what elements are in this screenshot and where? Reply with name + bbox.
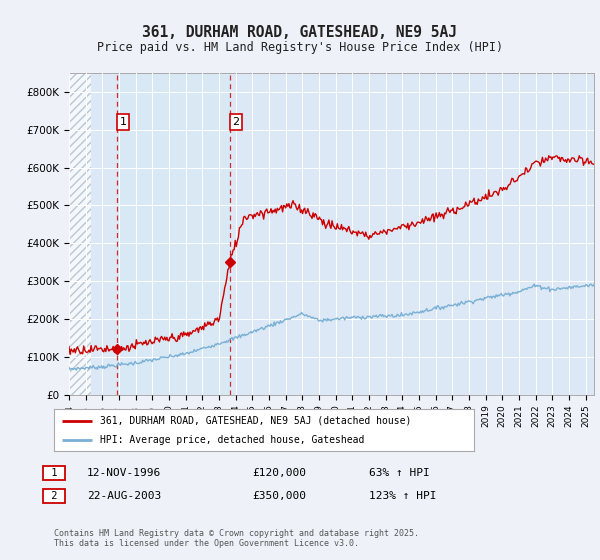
Text: HPI: Average price, detached house, Gateshead: HPI: Average price, detached house, Gate… <box>100 435 365 445</box>
Text: 1: 1 <box>44 468 64 478</box>
Bar <box>69 73 91 395</box>
Text: 22-AUG-2003: 22-AUG-2003 <box>87 491 161 501</box>
Text: Contains HM Land Registry data © Crown copyright and database right 2025.
This d: Contains HM Land Registry data © Crown c… <box>54 529 419 548</box>
Text: £350,000: £350,000 <box>252 491 306 501</box>
Text: 12-NOV-1996: 12-NOV-1996 <box>87 468 161 478</box>
Text: Price paid vs. HM Land Registry's House Price Index (HPI): Price paid vs. HM Land Registry's House … <box>97 41 503 54</box>
Text: 1: 1 <box>119 117 127 127</box>
Bar <box>117 73 230 395</box>
Text: 123% ↑ HPI: 123% ↑ HPI <box>369 491 437 501</box>
Text: 63% ↑ HPI: 63% ↑ HPI <box>369 468 430 478</box>
Text: 2: 2 <box>232 117 239 127</box>
Text: 361, DURHAM ROAD, GATESHEAD, NE9 5AJ: 361, DURHAM ROAD, GATESHEAD, NE9 5AJ <box>143 25 458 40</box>
Text: 2: 2 <box>44 491 64 501</box>
Text: 361, DURHAM ROAD, GATESHEAD, NE9 5AJ (detached house): 361, DURHAM ROAD, GATESHEAD, NE9 5AJ (de… <box>100 416 412 426</box>
Text: £120,000: £120,000 <box>252 468 306 478</box>
